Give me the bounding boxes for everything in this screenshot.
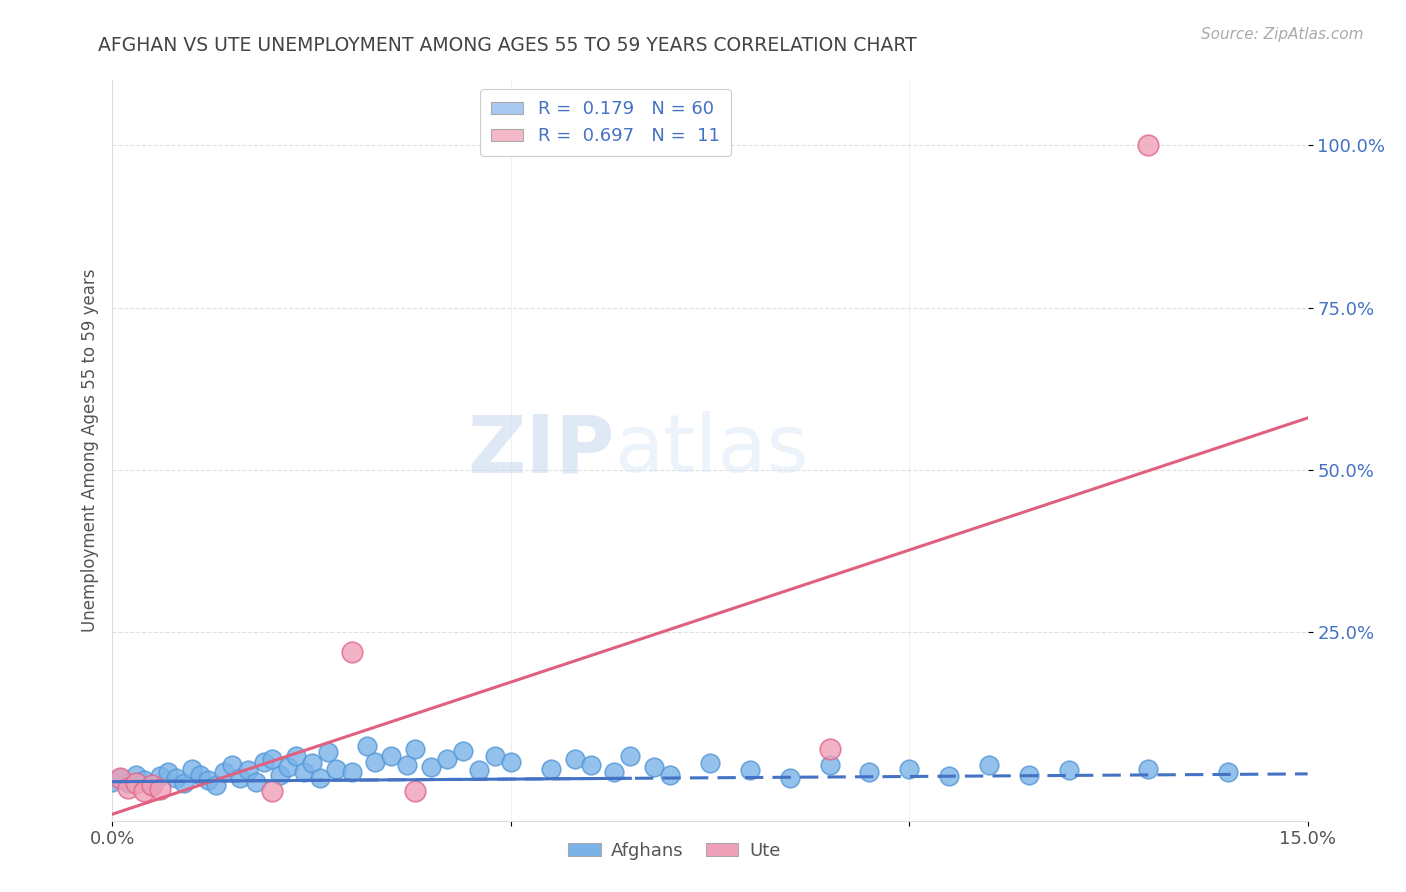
Point bbox=[134, 784, 156, 798]
Point bbox=[197, 773, 219, 788]
Point bbox=[181, 762, 204, 776]
Point bbox=[858, 764, 880, 779]
Point bbox=[253, 755, 276, 769]
Point bbox=[420, 760, 443, 774]
Point bbox=[229, 772, 252, 786]
Point bbox=[301, 756, 323, 771]
Point bbox=[205, 778, 228, 792]
Point bbox=[188, 768, 211, 782]
Point bbox=[340, 764, 363, 779]
Point bbox=[292, 764, 315, 779]
Point bbox=[643, 760, 665, 774]
Point bbox=[1137, 138, 1160, 153]
Point bbox=[1216, 764, 1239, 779]
Text: atlas: atlas bbox=[614, 411, 808, 490]
Point bbox=[451, 743, 474, 757]
Point bbox=[308, 772, 330, 786]
Point bbox=[818, 742, 841, 756]
Text: Source: ZipAtlas.com: Source: ZipAtlas.com bbox=[1201, 27, 1364, 42]
Point bbox=[149, 769, 172, 783]
Point bbox=[603, 764, 626, 779]
Y-axis label: Unemployment Among Ages 55 to 59 years: Unemployment Among Ages 55 to 59 years bbox=[80, 268, 98, 632]
Point bbox=[564, 752, 586, 766]
Point bbox=[1018, 768, 1040, 782]
Point bbox=[579, 758, 602, 772]
Point bbox=[404, 784, 426, 798]
Point bbox=[110, 772, 132, 786]
Text: ZIP: ZIP bbox=[467, 411, 614, 490]
Point bbox=[938, 769, 960, 783]
Point bbox=[977, 758, 1000, 772]
Point bbox=[269, 768, 291, 782]
Point bbox=[149, 782, 172, 797]
Point bbox=[245, 774, 267, 789]
Point bbox=[380, 748, 402, 763]
Point bbox=[356, 739, 378, 753]
Point bbox=[659, 768, 682, 782]
Point bbox=[699, 756, 721, 771]
Point bbox=[277, 760, 299, 774]
Point bbox=[364, 755, 387, 769]
Point bbox=[125, 768, 148, 782]
Point bbox=[1137, 762, 1160, 776]
Point bbox=[818, 758, 841, 772]
Point bbox=[260, 752, 283, 766]
Point bbox=[404, 742, 426, 756]
Point bbox=[212, 764, 235, 779]
Point bbox=[221, 758, 243, 772]
Point bbox=[1057, 763, 1080, 777]
Point bbox=[284, 748, 307, 763]
Point bbox=[779, 772, 801, 786]
Point bbox=[260, 784, 283, 798]
Point bbox=[316, 746, 339, 760]
Point bbox=[173, 776, 195, 790]
Legend: Afghans, Ute: Afghans, Ute bbox=[561, 835, 787, 867]
Point bbox=[117, 776, 139, 790]
Point bbox=[898, 762, 921, 776]
Point bbox=[141, 778, 163, 792]
Point bbox=[738, 763, 761, 777]
Point bbox=[165, 772, 187, 786]
Point bbox=[340, 645, 363, 659]
Point bbox=[325, 762, 347, 776]
Point bbox=[468, 763, 491, 777]
Point bbox=[499, 755, 522, 769]
Point bbox=[125, 776, 148, 790]
Point bbox=[117, 781, 139, 796]
Text: AFGHAN VS UTE UNEMPLOYMENT AMONG AGES 55 TO 59 YEARS CORRELATION CHART: AFGHAN VS UTE UNEMPLOYMENT AMONG AGES 55… bbox=[98, 36, 917, 54]
Point bbox=[484, 748, 506, 763]
Point bbox=[619, 748, 641, 763]
Point bbox=[396, 758, 419, 772]
Point bbox=[101, 774, 124, 789]
Point bbox=[236, 763, 259, 777]
Point bbox=[157, 764, 180, 779]
Point bbox=[110, 772, 132, 786]
Point bbox=[540, 762, 562, 776]
Point bbox=[141, 778, 163, 792]
Point bbox=[436, 752, 458, 766]
Point bbox=[134, 773, 156, 788]
